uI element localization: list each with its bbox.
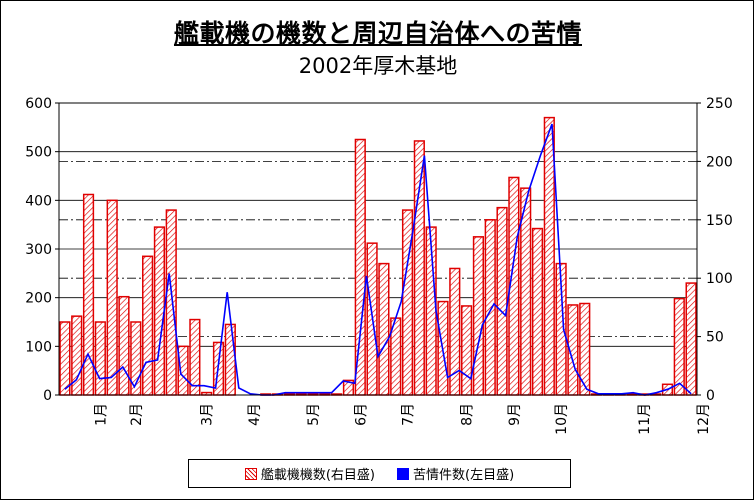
bar bbox=[413, 140, 425, 396]
left-tick-label: 300 bbox=[25, 242, 52, 258]
bar bbox=[82, 193, 95, 396]
chart-title: 艦載機の機数と周辺自治体への苦情 bbox=[173, 19, 582, 48]
month-label: 2月 bbox=[129, 403, 145, 426]
bar bbox=[685, 282, 697, 396]
month-label: 12月 bbox=[696, 403, 712, 435]
complaints-line bbox=[64, 123, 692, 396]
right-tick-label: 200 bbox=[706, 154, 733, 170]
month-label: 4月 bbox=[247, 403, 263, 426]
month-label: 5月 bbox=[306, 403, 322, 426]
left-tick-label: 0 bbox=[43, 388, 52, 404]
legend-swatch-line bbox=[397, 467, 409, 480]
bar bbox=[153, 226, 166, 396]
left-tick-label: 600 bbox=[25, 96, 52, 112]
right-tick-label: 150 bbox=[706, 213, 733, 229]
left-tick-label: 400 bbox=[25, 193, 52, 209]
bar bbox=[472, 236, 485, 396]
left-tick-label: 500 bbox=[25, 145, 52, 161]
left-tick-label: 100 bbox=[25, 339, 52, 355]
bar bbox=[378, 262, 390, 396]
bar bbox=[224, 323, 236, 396]
month-label: 8月 bbox=[460, 403, 476, 426]
legend-item-bars: 艦載機機数(右目盛) bbox=[244, 464, 375, 483]
month-label: 7月 bbox=[401, 403, 417, 426]
bar bbox=[543, 116, 555, 396]
month-label: 6月 bbox=[353, 403, 369, 426]
legend-label-bars: 艦載機機数(右目盛) bbox=[260, 468, 375, 483]
legend-label-line: 苦情件数(左目盛) bbox=[413, 468, 515, 483]
bar bbox=[106, 199, 118, 396]
legend-item-line: 苦情件数(左目盛) bbox=[397, 464, 514, 483]
month-label: 3月 bbox=[200, 403, 216, 426]
bar bbox=[496, 206, 508, 396]
month-label: 9月 bbox=[507, 403, 523, 426]
right-tick-label: 50 bbox=[706, 330, 724, 346]
bar bbox=[118, 295, 130, 396]
bar bbox=[484, 219, 496, 396]
legend: 艦載機機数(右目盛) 苦情件数(左目盛) bbox=[188, 459, 571, 488]
right-tick-label: 250 bbox=[706, 96, 733, 112]
month-label: 1月 bbox=[93, 403, 109, 426]
right-tick-label: 0 bbox=[706, 388, 715, 404]
bar bbox=[531, 227, 544, 396]
month-label: 11月 bbox=[637, 403, 653, 435]
chart-subtitle: 2002年厚木基地 bbox=[298, 54, 458, 78]
legend-swatch-bars bbox=[244, 467, 257, 480]
left-tick-label: 200 bbox=[25, 291, 52, 307]
bar bbox=[461, 305, 473, 396]
month-label: 10月 bbox=[554, 403, 570, 435]
bar bbox=[94, 321, 106, 396]
bar bbox=[401, 209, 414, 396]
bar bbox=[673, 297, 685, 396]
bar bbox=[59, 321, 71, 396]
bar bbox=[165, 209, 177, 396]
right-tick-label: 100 bbox=[706, 271, 733, 287]
bar bbox=[142, 255, 154, 396]
